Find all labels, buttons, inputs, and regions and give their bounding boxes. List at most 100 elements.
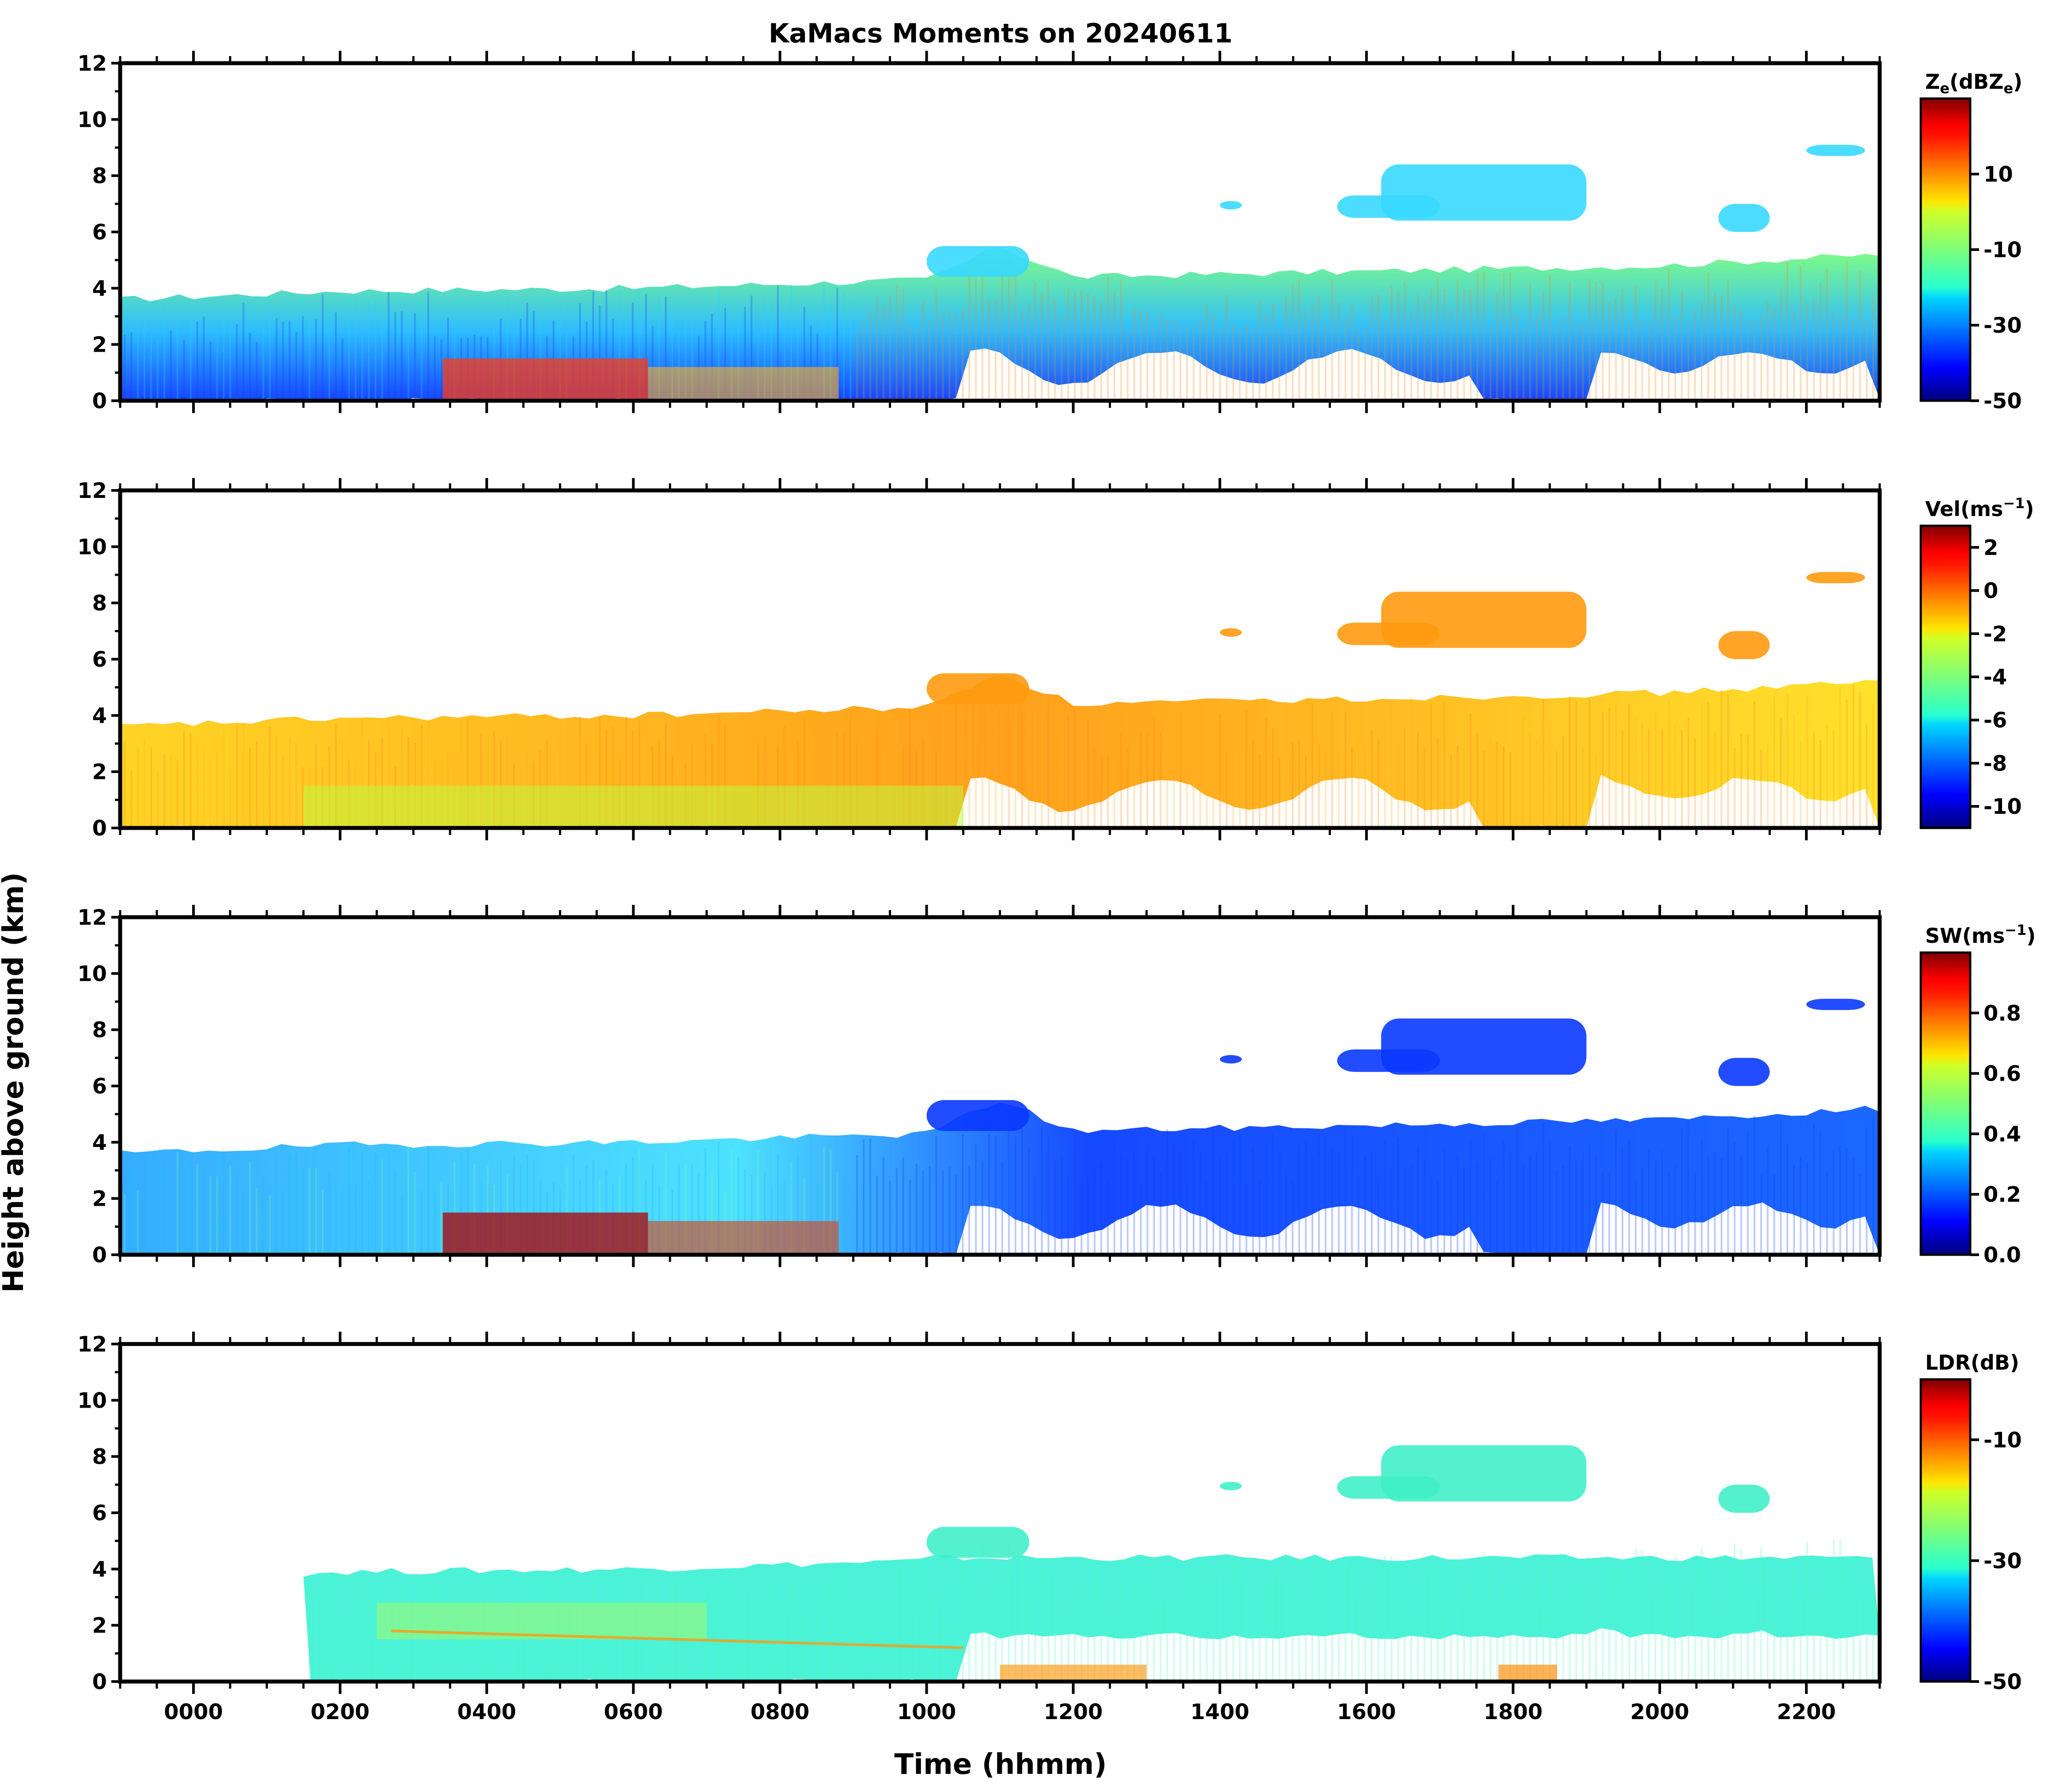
echo-streak — [1437, 1579, 1439, 1682]
echo-streak — [684, 1164, 686, 1255]
echo-streak — [1562, 1166, 1564, 1255]
echo-streak — [1714, 293, 1716, 401]
echo-streak — [1199, 318, 1201, 401]
echo-streak — [1753, 319, 1756, 401]
echo-streak — [1126, 1601, 1129, 1682]
echo-streak — [698, 729, 700, 828]
echo-streak — [1410, 1166, 1412, 1255]
echo-streak — [1100, 302, 1102, 401]
echo-streak — [869, 1138, 872, 1255]
echo-streak — [1549, 275, 1551, 401]
colorbar — [1919, 951, 1972, 1256]
echo-streak — [414, 743, 416, 828]
echo-streak — [223, 1150, 225, 1255]
echo-streak — [1153, 326, 1155, 401]
echo-streak — [1780, 289, 1782, 401]
echo-streak — [473, 725, 475, 828]
echo-streak — [1410, 698, 1412, 828]
echo-streak — [368, 740, 370, 828]
echo-streak — [1126, 747, 1129, 828]
echo-streak — [764, 1595, 766, 1682]
echo-streak — [1589, 1144, 1591, 1255]
y-tick-label: 4 — [92, 703, 107, 728]
echo-streak — [1324, 1563, 1327, 1682]
echo-streak — [1173, 1578, 1175, 1682]
echo-streak — [638, 721, 641, 828]
echo-streak — [1232, 323, 1234, 401]
echo-streak — [929, 737, 931, 828]
echo-streak — [176, 759, 178, 828]
echo-streak — [889, 1181, 891, 1255]
echo-streak — [599, 1617, 601, 1682]
y-tick-label: 6 — [92, 220, 107, 245]
echo-streak — [751, 1592, 753, 1682]
echo-streak — [1265, 1142, 1267, 1255]
echo-streak — [704, 734, 706, 828]
echo-streak — [836, 1566, 838, 1682]
echo-streak — [1813, 1123, 1815, 1255]
colorbar — [1919, 97, 1972, 402]
echo-streak — [764, 1171, 766, 1255]
echo-streak — [1384, 321, 1386, 401]
echo-streak — [1767, 1147, 1769, 1255]
echo-streak — [1668, 1172, 1670, 1255]
echo-streak — [790, 723, 792, 828]
echo-streak — [421, 308, 423, 401]
echo-streak — [1476, 1597, 1479, 1682]
echo-streak — [361, 1152, 363, 1255]
echo-streak — [1047, 696, 1050, 828]
echo-streak — [1872, 1116, 1874, 1255]
echo-streak — [533, 311, 535, 401]
echo-streak — [935, 1136, 937, 1255]
echo-streak — [1866, 1128, 1868, 1255]
echo-streak — [1536, 1558, 1538, 1682]
echo-streak — [962, 1135, 964, 1255]
echo-streak — [1001, 710, 1003, 828]
echo-streak — [440, 1182, 443, 1255]
echo-streak — [328, 320, 330, 401]
echo-streak — [1720, 1158, 1722, 1255]
x-tick-label: 1800 — [1483, 1700, 1543, 1724]
echo-streak — [209, 1175, 212, 1255]
echo-streak — [1628, 1586, 1630, 1682]
echo-streak — [1146, 733, 1149, 828]
echo-streak — [341, 740, 344, 828]
echo-streak — [790, 1161, 792, 1255]
echo-streak — [1733, 748, 1736, 828]
echo-streak — [381, 737, 383, 828]
echo-streak — [1245, 1184, 1248, 1255]
echo-streak — [223, 309, 225, 401]
echo-streak — [1423, 1158, 1426, 1255]
echo-streak — [1285, 1581, 1287, 1682]
echo-streak — [1410, 311, 1412, 401]
colorbar-tick-label: 0 — [1983, 579, 1998, 604]
echo-streak — [1245, 1580, 1248, 1682]
echo-streak — [243, 302, 245, 401]
echo-streak — [559, 1581, 561, 1682]
echo-streak — [1298, 1147, 1300, 1255]
echo-streak — [256, 1188, 258, 1255]
echo-streak — [1338, 1152, 1340, 1255]
echo-streak — [229, 1166, 231, 1255]
echo-streak — [1681, 730, 1683, 828]
echo-streak — [994, 1575, 997, 1682]
echo-streak — [665, 296, 667, 401]
echo-streak — [1430, 288, 1432, 401]
echo-streak — [506, 297, 508, 401]
echo-streak — [909, 325, 911, 401]
echo-streak — [592, 1586, 594, 1682]
echo-streak — [308, 1168, 311, 1255]
echo-streak — [170, 330, 172, 401]
echo-streak — [1331, 280, 1333, 401]
echo-streak — [355, 1184, 357, 1255]
echo-streak — [698, 1173, 700, 1255]
echo-streak — [573, 1154, 574, 1255]
echo-streak — [1318, 1135, 1320, 1255]
echo-streak — [1358, 733, 1360, 828]
echo-streak — [1391, 286, 1393, 401]
echo-streak — [1641, 1168, 1643, 1255]
echo-streak — [1047, 1136, 1050, 1255]
y-tick-label: 8 — [92, 164, 107, 189]
echo-streak — [1166, 1600, 1168, 1682]
